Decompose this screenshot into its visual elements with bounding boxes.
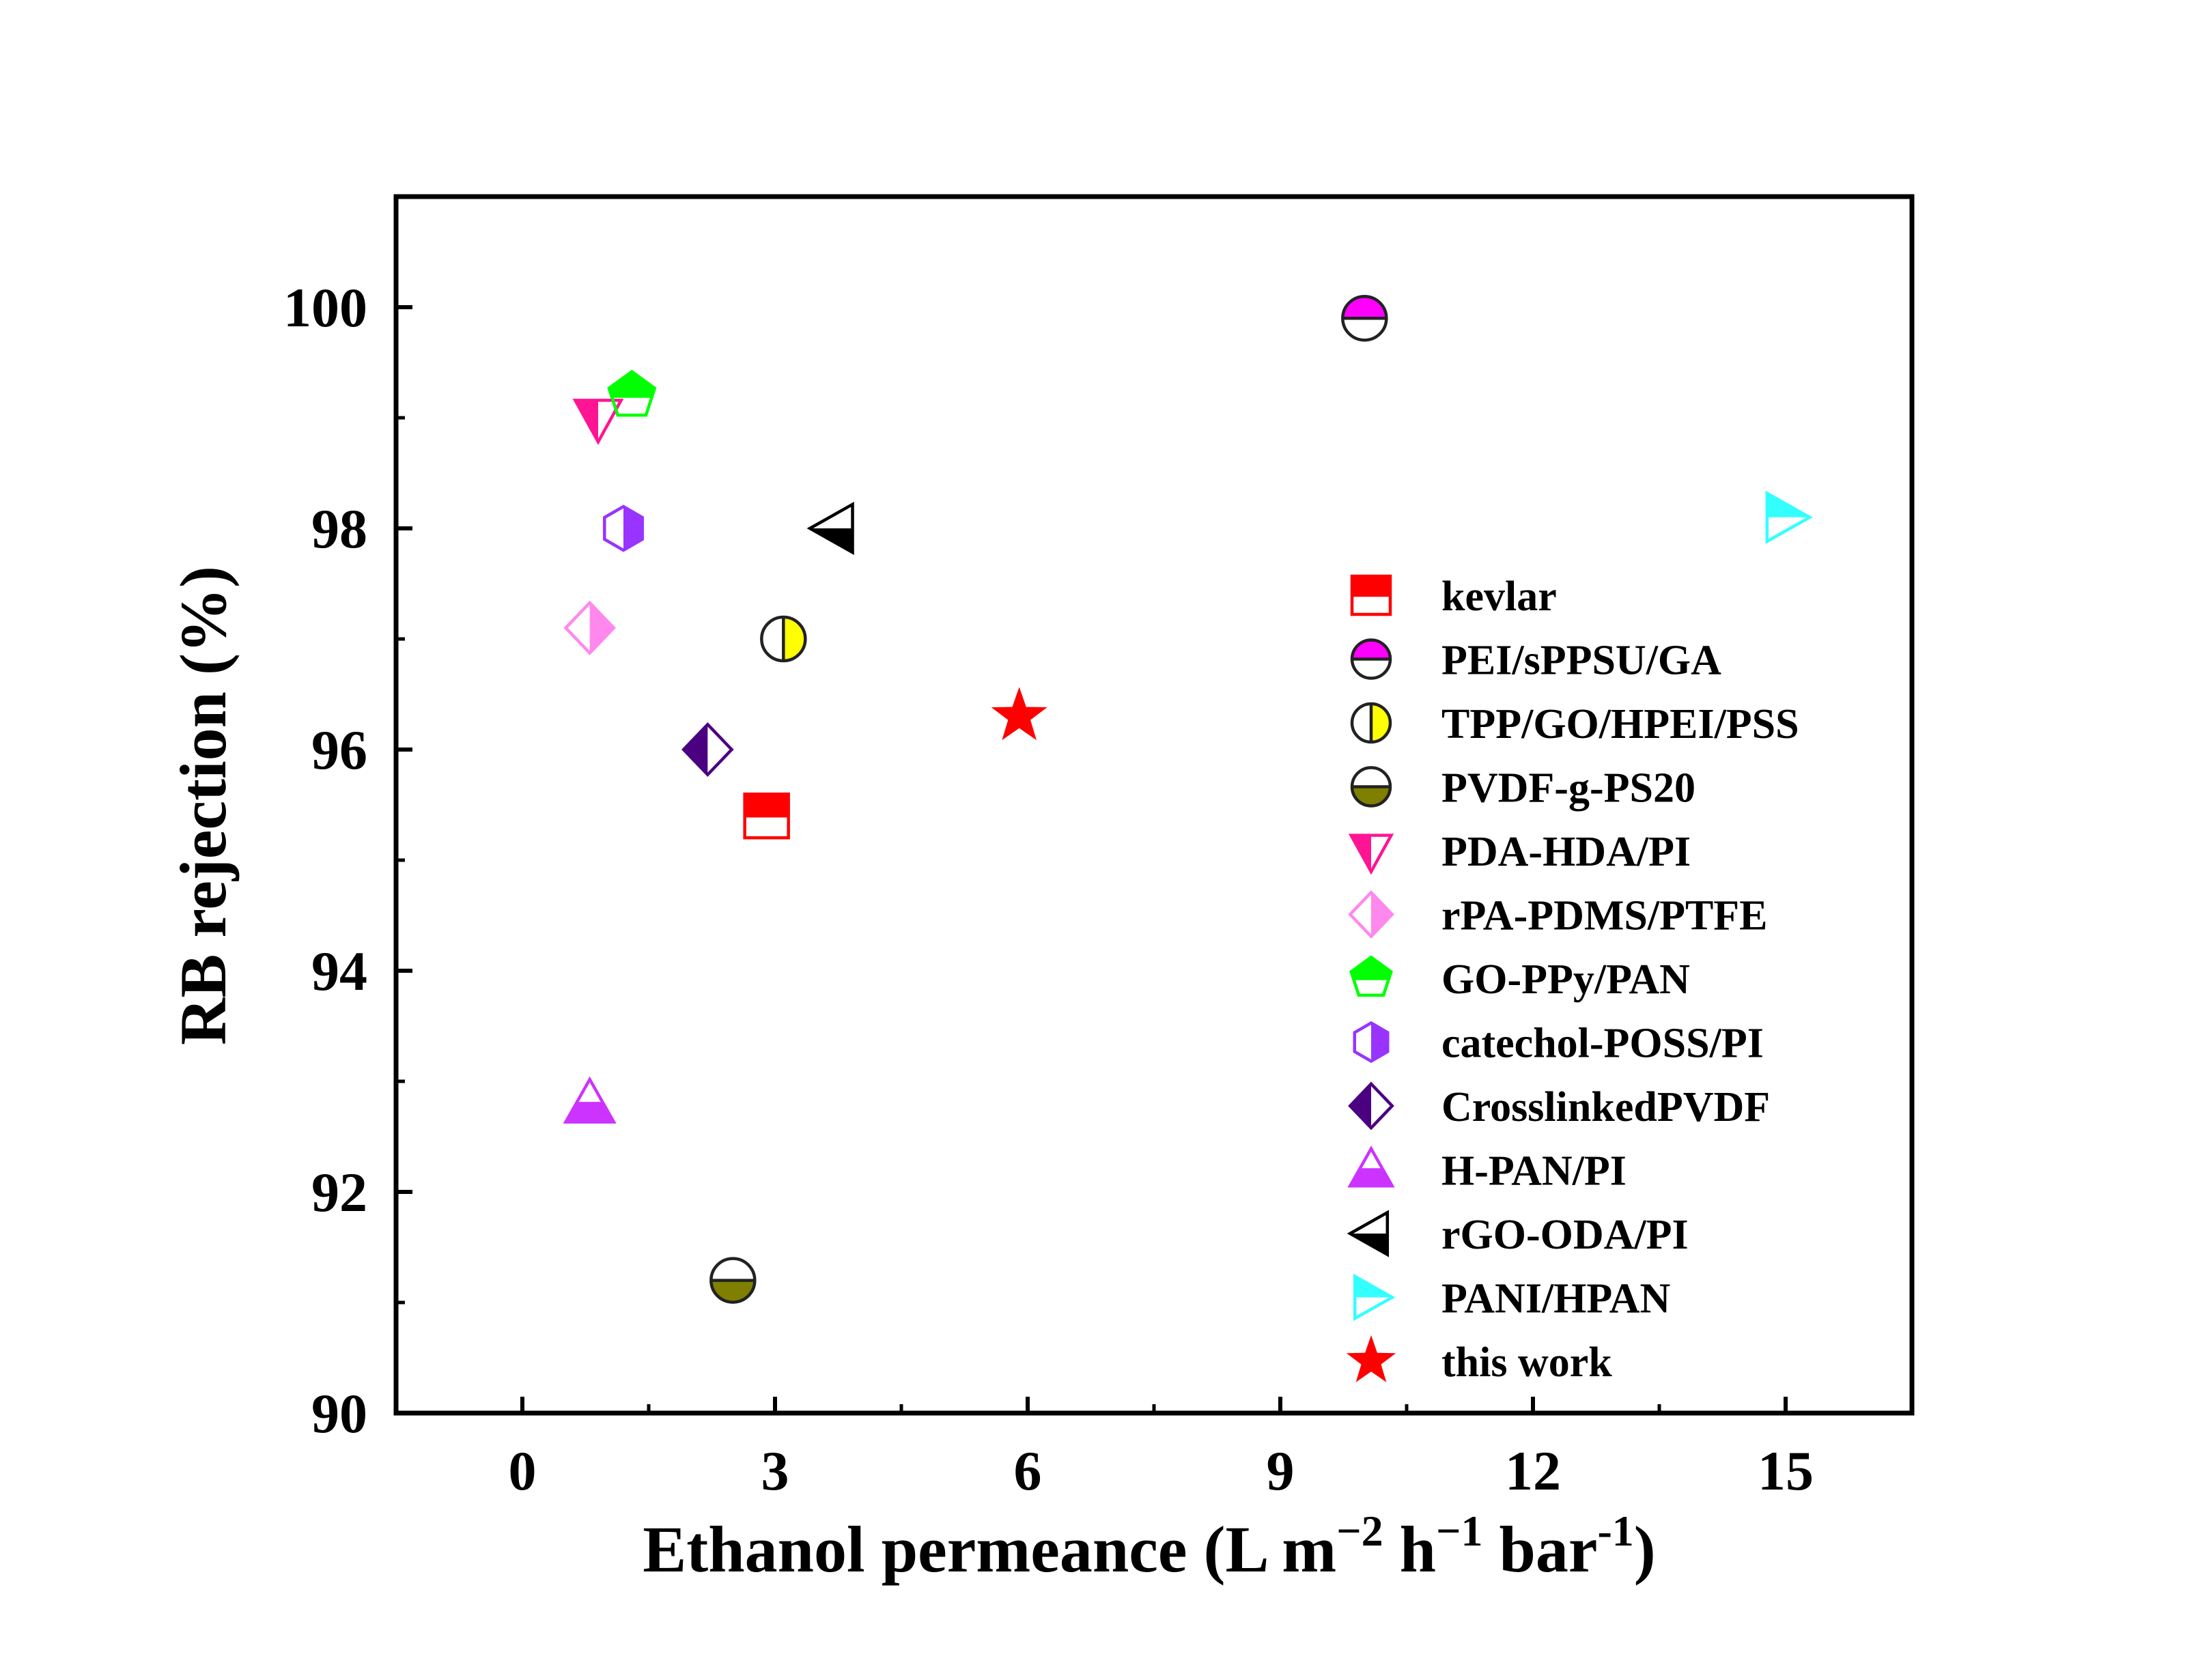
data-point — [681, 722, 734, 778]
data-point — [991, 687, 1047, 741]
data-point — [607, 369, 657, 417]
legend-label: rPA-PDMS/PTFE — [1441, 893, 1768, 939]
legend-label: TPP/GO/HPEI/PSS — [1441, 701, 1799, 748]
y-tick-label: 92 — [311, 1161, 367, 1223]
legend-marker — [1353, 1273, 1396, 1322]
x-tick-label: 6 — [1014, 1440, 1042, 1502]
legend-label: rGO-ODA/PI — [1441, 1212, 1689, 1258]
legend-label: kevlar — [1441, 573, 1557, 620]
data-point — [572, 399, 624, 445]
data-point — [603, 504, 644, 552]
legend-label: H-PAN/PI — [1441, 1148, 1627, 1195]
legend-label: GO-PPy/PAN — [1441, 956, 1690, 1003]
legend-marker — [1350, 638, 1392, 680]
data-point — [743, 792, 790, 840]
y-axis-title: RB rejection (%) — [167, 566, 240, 1045]
data-point — [806, 501, 854, 556]
legend-marker — [1347, 1210, 1390, 1257]
legend-label: PVDF-g-PS20 — [1441, 765, 1695, 812]
legend-marker — [1350, 574, 1392, 616]
legend-marker — [1348, 1081, 1394, 1130]
legend-marker — [1349, 955, 1393, 997]
legend-marker — [1346, 1335, 1396, 1382]
data-point — [563, 1076, 617, 1124]
legend-label: PEI/sPPSU/GA — [1441, 638, 1721, 684]
data-point — [760, 615, 807, 663]
data-point — [709, 1257, 757, 1304]
legend-label: catechol-POSS/PI — [1441, 1021, 1764, 1067]
legend-label: CrosslinkedPVDF — [1441, 1084, 1770, 1130]
data-point — [563, 600, 616, 655]
x-axis-title: Ethanol permeance (L m−2 h−1 bar-1) — [643, 1507, 1656, 1586]
legend-label: this work — [1441, 1339, 1612, 1386]
y-tick-label: 98 — [311, 498, 367, 560]
legend-marker — [1350, 766, 1392, 808]
legend-label: PANI/HPAN — [1441, 1276, 1670, 1322]
y-tick-label: 100 — [283, 276, 367, 339]
legend-marker — [1353, 1021, 1390, 1064]
legend-label: PDA-HDA/PI — [1441, 829, 1691, 875]
legend-marker — [1348, 834, 1394, 875]
data-point — [1765, 490, 1813, 544]
legend-marker — [1348, 890, 1394, 939]
x-tick-label: 9 — [1267, 1440, 1295, 1502]
y-tick-label: 96 — [311, 719, 367, 781]
x-tick-label: 0 — [509, 1440, 537, 1502]
y-tick-label: 94 — [311, 940, 367, 1002]
x-tick-label: 15 — [1758, 1440, 1814, 1502]
x-tick-label: 12 — [1505, 1440, 1561, 1502]
data-point — [1341, 294, 1388, 342]
x-tick-label: 3 — [761, 1440, 789, 1502]
legend-marker — [1350, 702, 1392, 744]
legend-marker — [1347, 1145, 1395, 1188]
y-tick-label: 90 — [311, 1382, 367, 1444]
